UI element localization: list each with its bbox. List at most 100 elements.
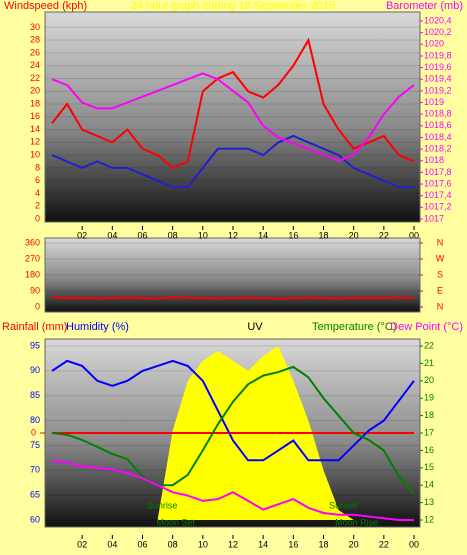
chart-title: 24 hour graph ending 18 September 2015: [131, 0, 335, 12]
y-tick-label: 80: [30, 415, 40, 425]
y2-tick-label: 12: [424, 514, 434, 524]
x-tick-label: 08: [168, 230, 178, 240]
y-tick-label: 70: [30, 465, 40, 475]
x-tick-label: 20: [349, 539, 359, 549]
y-tick-label: 2: [35, 201, 40, 211]
y2-tick-label: 18: [424, 410, 434, 420]
y2-tick-label: 1017,8: [424, 167, 452, 177]
y-tick-label: 180: [25, 269, 40, 279]
line: [51, 359, 415, 462]
x-tick-label: 18: [318, 230, 328, 240]
y-tick-label: 24: [30, 60, 40, 70]
y-tick-label: 10: [30, 150, 40, 160]
y2-tick-label: 1018,4: [424, 132, 452, 142]
line: [51, 459, 414, 521]
y2-axis-label: Barometer (mb): [386, 0, 463, 12]
annotation: Moon Set: [156, 517, 195, 527]
y2-tick-label: 1019,4: [424, 74, 452, 84]
y-tick-label: 8: [35, 162, 40, 172]
y-tick-label: 75: [30, 440, 40, 450]
x-tick-label: 22: [379, 230, 389, 240]
x-tick-label: 02: [77, 539, 87, 549]
x-tick-label: 00: [409, 539, 419, 549]
y2-tick-label: S: [437, 269, 443, 279]
y-tick-label: 90: [30, 365, 40, 375]
x-tick-label: 14: [258, 230, 268, 240]
legend-label: Temperature (°C): [312, 321, 396, 333]
y2-tick-label: 1018,8: [424, 109, 452, 119]
y2-tick-label: 1017,4: [424, 190, 452, 200]
x-tick-label: 04: [107, 539, 117, 549]
x-tick-label: 04: [107, 230, 117, 240]
annotation: Sunset: [329, 500, 358, 510]
y2-tick-label: 1020,2: [424, 27, 452, 37]
y2-tick-label: 21: [424, 358, 434, 368]
y3-tick-label: 0: [31, 427, 36, 437]
y-tick-label: 12: [30, 137, 40, 147]
y2-tick-label: 1018,6: [424, 120, 452, 130]
y2-tick-label: 14: [424, 480, 434, 490]
y2-tick-label: 1018,2: [424, 143, 452, 153]
y2-tick-label: 1020,4: [424, 15, 452, 25]
x-tick-label: 08: [168, 539, 178, 549]
x-tick-label: 22: [379, 539, 389, 549]
y2-tick-label: 1019,6: [424, 62, 452, 72]
y2-tick-label: W: [436, 253, 445, 263]
x-tick-label: 06: [137, 230, 147, 240]
x-tick-label: 14: [258, 539, 268, 549]
y-tick-label: 360: [25, 237, 40, 247]
x-tick-label: 20: [349, 230, 359, 240]
x-tick-label: 10: [198, 539, 208, 549]
y2-tick-label: 20: [424, 375, 434, 385]
x-tick-label: 06: [137, 539, 147, 549]
y-tick-label: 20: [30, 86, 40, 96]
y-tick-label: 22: [30, 73, 40, 83]
legend-label: Humidity (%): [66, 321, 129, 333]
legend-label: UV: [247, 321, 263, 333]
x-tick-label: 16: [288, 230, 298, 240]
x-tick-label: 00: [409, 230, 419, 240]
x-tick-label: 18: [318, 539, 328, 549]
y-tick-label: 85: [30, 390, 40, 400]
line: [51, 134, 414, 189]
line: [51, 72, 415, 162]
x-tick-label: 16: [288, 539, 298, 549]
y2-tick-label: 1020: [424, 39, 444, 49]
panel-direction: [44, 237, 421, 313]
y-tick-label: 4: [35, 188, 40, 198]
y-tick-label: 30: [30, 22, 40, 32]
y-tick-label: 16: [30, 111, 40, 121]
x-tick-label: 10: [198, 230, 208, 240]
y-tick-label: 65: [30, 490, 40, 500]
y2-tick-label: 1017,2: [424, 202, 452, 212]
y-tick-label: 6: [35, 175, 40, 185]
y-tick-label: 270: [25, 253, 40, 263]
y2-tick-label: 1019: [424, 97, 444, 107]
x-tick-label: 12: [228, 230, 238, 240]
y-tick-label: 60: [30, 514, 40, 524]
y2-tick-label: 1019,8: [424, 50, 452, 60]
y2-tick-label: 1017: [424, 213, 444, 223]
line: [51, 365, 415, 495]
line: [51, 296, 415, 300]
y2-tick-label: 1018: [424, 155, 444, 165]
y-tick-label: 26: [30, 47, 40, 57]
annotation: Moon Rise: [335, 517, 378, 527]
line: [51, 37, 415, 170]
y2-tick-label: E: [437, 285, 443, 295]
y-tick-label: 18: [30, 98, 40, 108]
y2-tick-label: 13: [424, 497, 434, 507]
y2-tick-label: 1019,2: [424, 85, 452, 95]
y-tick-label: 95: [30, 340, 40, 350]
x-tick-label: 02: [77, 230, 87, 240]
x-tick-label: 12: [228, 539, 238, 549]
y2-tick-label: 22: [424, 340, 434, 350]
panel-wind: [44, 11, 421, 223]
y-tick-label: 14: [30, 124, 40, 134]
y2-tick-label: 1017,6: [424, 178, 452, 188]
y2-tick-label: N: [437, 301, 444, 311]
y2-tick-label: 15: [424, 462, 434, 472]
y-tick-label: 0: [35, 301, 40, 311]
y-tick-label: 90: [30, 285, 40, 295]
